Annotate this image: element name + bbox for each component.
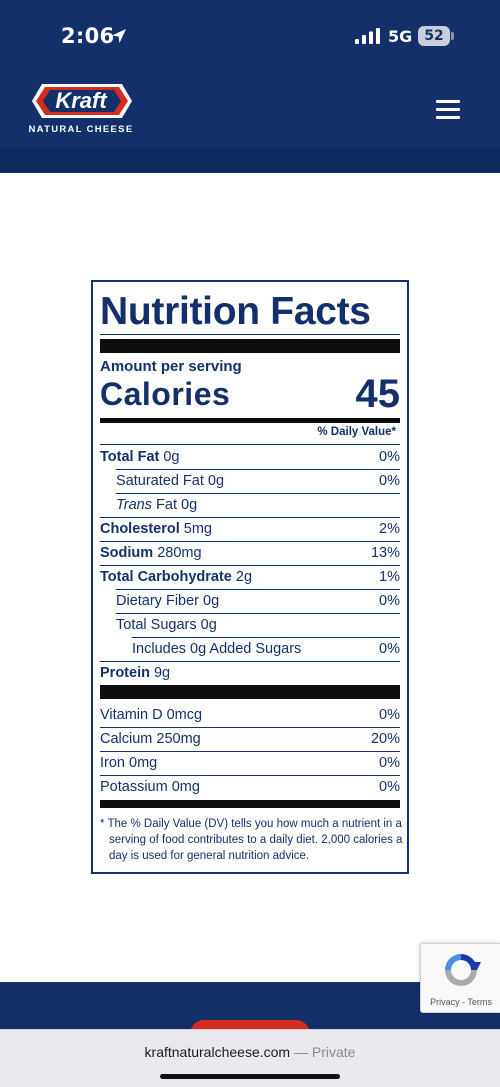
medium-divider bbox=[100, 418, 400, 423]
nutrient-name: Cholesterol bbox=[100, 521, 180, 537]
daily-value-header: % Daily Value* bbox=[317, 426, 396, 438]
nutrient-name: Total Sugars 0g bbox=[116, 617, 217, 633]
recaptcha-badge[interactable]: Privacy - Terms bbox=[420, 943, 500, 1013]
nutrient-row-calcium: Calcium 250mg 20% bbox=[100, 727, 400, 751]
site-header: 2:06 5G 52 Kraft NATURAL CHEESE bbox=[0, 0, 500, 173]
divider bbox=[100, 775, 400, 776]
recaptcha-icon bbox=[445, 954, 481, 986]
signal-bars-icon bbox=[355, 28, 380, 44]
header-bottom-strip bbox=[0, 148, 500, 173]
nutrient-row-trans-fat: Trans Fat 0g bbox=[100, 493, 400, 517]
nutrient-name: Vitamin D 0mcg bbox=[100, 707, 203, 723]
thick-divider bbox=[100, 339, 400, 353]
status-bar: 2:06 5G 52 bbox=[0, 0, 500, 70]
nutrition-facts-title: Nutrition Facts bbox=[100, 290, 371, 333]
url-domain: kraftnaturalcheese.com bbox=[144, 1044, 291, 1060]
nutrient-percent: 1% bbox=[379, 569, 400, 585]
nutrient-percent: 0% bbox=[379, 755, 400, 771]
daily-value-footnote: * The % Daily Value (DV) tells you how m… bbox=[100, 816, 404, 864]
nutrient-name: Iron 0mg bbox=[100, 755, 158, 771]
nutrition-facts-panel: Nutrition Facts Amount per serving Calor… bbox=[91, 280, 409, 874]
divider bbox=[116, 469, 400, 470]
location-arrow-icon bbox=[112, 29, 126, 43]
nutrient-row-iron: Iron 0mg 0% bbox=[100, 751, 400, 775]
status-time: 2:06 bbox=[61, 24, 115, 48]
nutrient-percent: 0% bbox=[379, 593, 400, 609]
medium-divider bbox=[100, 800, 400, 808]
nutrient-row-cholesterol: Cholesterol 5mg 2% bbox=[100, 517, 400, 541]
nutrient-name: Calcium 250mg bbox=[100, 731, 201, 747]
battery-level: 52 bbox=[418, 26, 450, 46]
nutrient-amount: 0g bbox=[159, 449, 180, 465]
recaptcha-links[interactable]: Privacy - Terms bbox=[430, 997, 492, 1007]
divider bbox=[100, 565, 400, 566]
kraft-logo-badge bbox=[32, 84, 132, 118]
nutrient-name: Includes 0g Added Sugars bbox=[132, 641, 302, 657]
footnote-text: * The % Daily Value (DV) tells you how m… bbox=[100, 818, 403, 862]
divider bbox=[116, 493, 400, 494]
url-display[interactable]: kraftnaturalcheese.com — Private bbox=[0, 1044, 500, 1060]
nutrient-row-added-sugars: Includes 0g Added Sugars 0% bbox=[100, 637, 400, 661]
nutrient-row-vitamin-d: Vitamin D 0mcg 0% bbox=[100, 703, 400, 727]
nutrient-amount: 2g bbox=[231, 569, 253, 585]
nutrient-row-total-sugars: Total Sugars 0g bbox=[100, 613, 400, 637]
nutrient-amount: 280mg bbox=[153, 545, 202, 561]
logo-subtitle: NATURAL CHEESE bbox=[28, 124, 134, 135]
divider bbox=[132, 637, 400, 638]
nutrient-row-saturated-fat: Saturated Fat 0g 0% bbox=[100, 469, 400, 493]
hamburger-menu-icon[interactable] bbox=[436, 100, 462, 120]
nutrient-amount: 5mg bbox=[179, 521, 213, 537]
logo-wordmark: Kraft bbox=[55, 88, 107, 113]
nutrient-percent: 0% bbox=[379, 707, 400, 723]
calories-value: 45 bbox=[355, 372, 401, 416]
kraft-logo[interactable]: Kraft NATURAL CHEESE bbox=[26, 82, 136, 140]
nutrient-name-italic: Trans bbox=[116, 497, 152, 513]
nutrient-name: Total Carbohydrate bbox=[100, 569, 232, 585]
nutrient-name: Potassium 0mg bbox=[100, 779, 200, 795]
nutrient-percent: 13% bbox=[370, 545, 400, 561]
divider bbox=[100, 727, 400, 728]
nutrient-percent: 20% bbox=[370, 731, 400, 747]
nutrient-row-total-carbohydrate: Total Carbohydrate 2g 1% bbox=[100, 565, 400, 589]
nutrient-row-potassium: Potassium 0mg 0% bbox=[100, 775, 400, 799]
thick-divider bbox=[100, 685, 400, 699]
nutrient-name: Dietary Fiber 0g bbox=[116, 593, 220, 609]
divider bbox=[100, 751, 400, 752]
nutrient-amount: Fat 0g bbox=[152, 497, 198, 513]
nutrient-row-total-fat: Total Fat 0g 0% bbox=[100, 445, 400, 469]
nutrient-percent: 0% bbox=[379, 473, 400, 489]
nutrient-row-sodium: Sodium 280mg 13% bbox=[100, 541, 400, 565]
url-private-label: — Private bbox=[290, 1044, 356, 1060]
nutrient-percent: 0% bbox=[379, 449, 400, 465]
nutrient-row-protein: Protein 9g bbox=[100, 661, 400, 685]
divider bbox=[100, 541, 400, 542]
home-indicator[interactable] bbox=[160, 1074, 340, 1079]
nutrient-name: Total Fat bbox=[100, 449, 160, 465]
divider bbox=[100, 444, 400, 445]
nutrient-name: Sodium bbox=[100, 545, 154, 561]
divider bbox=[100, 661, 400, 662]
divider bbox=[100, 334, 400, 335]
nutrient-percent: 0% bbox=[379, 779, 400, 795]
nutrient-name: Protein bbox=[100, 665, 150, 681]
divider bbox=[100, 517, 400, 518]
nutrient-name: Saturated Fat 0g bbox=[116, 473, 225, 489]
divider bbox=[116, 613, 400, 614]
network-type: 5G bbox=[388, 27, 413, 46]
nutrient-row-dietary-fiber: Dietary Fiber 0g 0% bbox=[100, 589, 400, 613]
divider bbox=[116, 589, 400, 590]
battery-icon: 52 bbox=[418, 26, 454, 46]
amount-per-serving: Amount per serving bbox=[100, 358, 242, 375]
nutrient-percent: 2% bbox=[379, 521, 400, 537]
nutrient-percent: 0% bbox=[379, 641, 400, 657]
browser-address-bar[interactable]: kraftnaturalcheese.com — Private bbox=[0, 1029, 500, 1087]
nutrient-amount: 9g bbox=[149, 665, 171, 681]
battery-tip bbox=[451, 32, 454, 40]
calories-label: Calories bbox=[100, 376, 231, 412]
